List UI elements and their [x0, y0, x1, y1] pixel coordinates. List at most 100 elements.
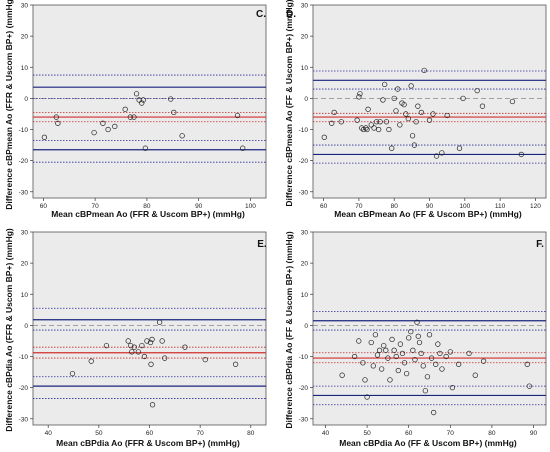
data-point	[435, 341, 441, 347]
data-point	[433, 153, 440, 159]
data-point	[55, 120, 61, 126]
data-point	[351, 353, 358, 360]
data-point	[395, 86, 401, 92]
data-point	[389, 145, 395, 151]
y-tick-label: -30	[19, 416, 29, 423]
data-point	[356, 94, 362, 100]
data-point	[397, 122, 403, 128]
data-point	[364, 394, 370, 400]
data-point	[409, 133, 416, 139]
data-point	[526, 383, 533, 389]
panel-4: 30 20 10 0 -10 -20 -30 40 50 60 70 80 90 Mean cBPdia …	[284, 230, 547, 448]
data-point	[416, 339, 423, 346]
x-tick-label: 60	[146, 430, 154, 437]
data-point	[385, 355, 391, 361]
data-point	[386, 126, 392, 133]
y-tick-label: -10	[19, 354, 29, 361]
data-point	[393, 108, 399, 114]
data-point	[439, 366, 445, 372]
plot-area	[312, 4, 547, 199]
data-point	[53, 114, 59, 120]
data-point	[234, 112, 241, 119]
reference-lines	[33, 74, 266, 163]
data-point	[410, 347, 416, 353]
y-tick-label: 30	[21, 3, 29, 10]
data-point	[136, 97, 142, 103]
data-point	[359, 125, 365, 131]
y-tick-label: 0	[304, 323, 308, 330]
data-point	[401, 101, 407, 108]
data-point	[232, 361, 239, 367]
data-point	[430, 111, 436, 117]
data-point	[171, 109, 177, 116]
y-tick-label: 10	[301, 292, 309, 299]
data-point	[139, 342, 145, 349]
data-point	[41, 134, 48, 140]
x-tick-label: 100	[459, 203, 470, 210]
data-point	[202, 356, 208, 363]
data-point	[439, 150, 445, 156]
data-point	[112, 123, 118, 130]
y-tick-label: -10	[299, 127, 309, 134]
panel-label: E.	[257, 239, 267, 250]
data-point	[456, 145, 463, 151]
data-point	[421, 67, 427, 74]
data-point	[424, 374, 431, 380]
data-point	[88, 358, 94, 364]
x-axis-label: Mean cBPdia Ao (FF & Uscom BP+) (mmHg)	[339, 438, 517, 448]
x-tick-label: 70	[355, 203, 363, 210]
data-point	[389, 336, 395, 343]
x-tick-label: 60	[405, 430, 413, 437]
panel-label: D.	[286, 9, 296, 20]
data-point	[127, 114, 133, 120]
data-point	[406, 335, 412, 341]
data-point	[433, 361, 439, 367]
data-point	[182, 344, 188, 350]
data-point	[125, 338, 131, 344]
data-point	[524, 361, 530, 367]
x-tick-label: 80	[488, 430, 496, 437]
data-point	[100, 120, 106, 126]
panel-label: F.	[536, 239, 544, 250]
data-point	[140, 97, 146, 103]
data-point	[428, 355, 435, 361]
data-point	[321, 134, 327, 140]
x-axis-label: Mean cBPmean Ao (FF & Uscom BP+) (mmHg)	[334, 209, 522, 219]
plot-area	[32, 4, 267, 199]
data-point	[413, 119, 419, 125]
y-tick-label: 10	[301, 65, 309, 72]
x-tick-label: 70	[92, 203, 100, 210]
data-point	[466, 350, 472, 357]
y-tick-label: 20	[301, 34, 309, 41]
data-point	[370, 363, 376, 369]
data-point	[360, 360, 366, 366]
data-point	[356, 338, 362, 344]
data-point	[168, 96, 174, 102]
data-point	[480, 358, 487, 364]
y-axis-label: Difference cBPdia Ao (FF & Uscom BP+) (m…	[284, 231, 294, 429]
data-point	[363, 125, 369, 131]
data-point	[479, 103, 486, 109]
data-point	[371, 125, 377, 131]
y-axis-label: Difference cBPmean Ao (FFR & Uscom BP+) …	[4, 0, 14, 210]
data-point	[444, 112, 450, 119]
data-point	[148, 361, 154, 367]
data-point	[518, 151, 524, 158]
panel-label: C.	[256, 9, 266, 20]
data-point	[374, 352, 381, 358]
data-point	[365, 106, 371, 112]
data-point	[509, 98, 516, 105]
data-point	[437, 350, 443, 357]
data-point	[91, 129, 97, 136]
data-point	[128, 342, 134, 349]
x-tick-label: 90	[195, 203, 203, 210]
data-point	[131, 344, 137, 350]
data-point	[149, 402, 156, 408]
y-tick-label: 20	[301, 261, 309, 268]
x-tick-label: 60	[320, 203, 328, 210]
data-point	[139, 100, 145, 106]
data-point	[405, 115, 411, 122]
data-point	[331, 109, 337, 116]
